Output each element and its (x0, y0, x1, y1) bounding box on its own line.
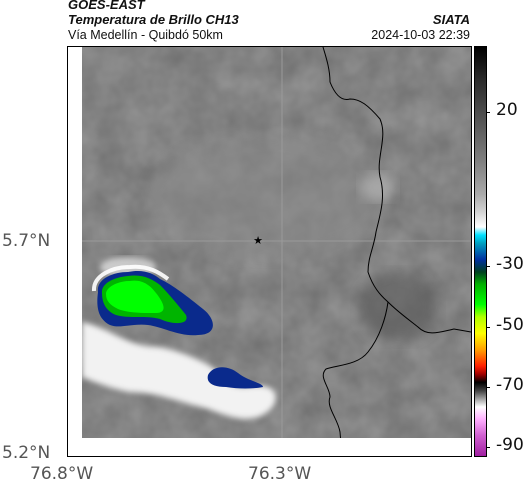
colorbar-tick-neg30: -30 (496, 254, 524, 274)
lon-label-768: 76.8°W (30, 464, 94, 484)
organization-label: SIATA (432, 12, 470, 27)
satellite-title: GOES-EAST (68, 0, 145, 12)
lat-label-52: 5.2°N (2, 443, 51, 463)
location-subtitle: Vía Medellín - Quibdó 50km (68, 28, 223, 42)
timestamp-label: 2024-10-03 22:39 (371, 28, 470, 42)
admin-boundary-south (322, 301, 389, 456)
bright-cloud-band (82, 322, 276, 419)
colorbar-tick-neg50: -50 (496, 315, 524, 335)
colorbar-tick-neg90: -90 (496, 435, 524, 455)
product-title: Temperatura de Brillo CH13 (68, 12, 239, 27)
map-canvas: ★ (68, 47, 471, 456)
small-storm-cell (207, 367, 263, 389)
lat-label-57: 5.7°N (2, 231, 51, 251)
star-icon[interactable]: ★ (253, 234, 263, 247)
admin-boundary-east (322, 47, 471, 334)
colorbar-tick-neg70: -70 (496, 375, 524, 395)
colorbar-tick-20: 20 (496, 100, 518, 120)
satellite-map[interactable]: ★ (67, 46, 472, 457)
storm-cell-peak (106, 280, 164, 313)
lon-label-763: 76.3°W (248, 464, 312, 484)
temperature-colorbar (474, 46, 487, 457)
